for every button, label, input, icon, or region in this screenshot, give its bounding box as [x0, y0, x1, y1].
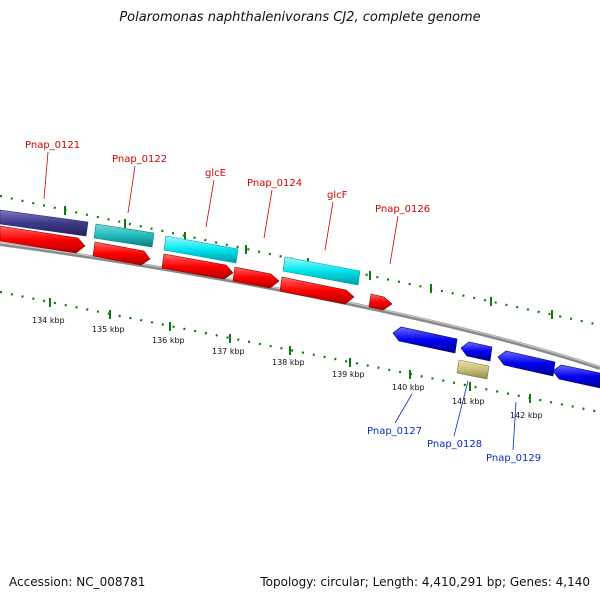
- gene-pnap0122[interactable]: [93, 223, 155, 248]
- cds-arrow-pnap0121[interactable]: [0, 225, 86, 254]
- kbp-label-142: 142 kbp: [510, 411, 543, 420]
- cds-arrow-pnap0122[interactable]: [92, 241, 151, 266]
- map-title: Polaromonas naphthalenivorans CJ2, compl…: [119, 10, 481, 25]
- label-pnap0121[interactable]: Pnap_0121: [25, 140, 80, 151]
- label-pnap0122[interactable]: Pnap_0122: [112, 154, 167, 165]
- gene-glcF[interactable]: [282, 256, 361, 286]
- leader-pnap0129: [512, 401, 517, 451]
- leader-pnap0127: [394, 393, 413, 424]
- kbp-label-140: 140 kbp: [392, 383, 425, 392]
- kbp-label-141: 141 kbp: [452, 397, 485, 406]
- leader-pnap0128: [453, 380, 469, 437]
- label-pnap0126[interactable]: Pnap_0126: [375, 204, 430, 215]
- kbp-label-134: 134 kbp: [32, 316, 65, 325]
- kbp-label-139: 139 kbp: [332, 370, 365, 379]
- cds-arrow-pnap0124[interactable]: [232, 266, 280, 289]
- leader-pnap0122: [127, 165, 136, 214]
- leader-glcE: [205, 179, 215, 228]
- lower-kbp-ruler: 134 kbp 135 kbp 136 kbp 137 kbp 138 kbp …: [0, 290, 600, 420]
- cds-arrow-pnap0126[interactable]: [368, 293, 393, 311]
- cds-arrow-pnap0129[interactable]: [497, 350, 556, 377]
- kbp-label-135: 135 kbp: [92, 325, 125, 334]
- reverse-gene-labels: Pnap_0127 Pnap_0128 Pnap_0129: [367, 380, 541, 464]
- kbp-label-136: 136 kbp: [152, 336, 185, 345]
- label-pnap0128[interactable]: Pnap_0128: [427, 439, 482, 450]
- cds-reverse-row: [392, 326, 600, 389]
- label-glcE[interactable]: glcE: [205, 168, 226, 179]
- label-pnap0129[interactable]: Pnap_0129: [486, 453, 541, 464]
- leader-pnap0124: [263, 189, 273, 239]
- cds-arrow-pnap0128[interactable]: [460, 341, 493, 362]
- label-pnap0127[interactable]: Pnap_0127: [367, 426, 422, 437]
- cds-arrow-next[interactable]: [552, 364, 600, 389]
- kbp-label-137: 137 kbp: [212, 347, 245, 356]
- gene-glcE[interactable]: [163, 235, 239, 264]
- label-glcF[interactable]: glcF: [327, 190, 348, 201]
- cds-forward-row: [0, 225, 393, 311]
- leader-glcF: [324, 201, 334, 251]
- leader-pnap0121: [43, 151, 49, 200]
- gene-pnap0128-feature[interactable]: [456, 359, 490, 380]
- topology-text: Topology: circular; Length: 4,410,291 bp…: [260, 575, 590, 589]
- cds-arrow-glcE[interactable]: [161, 253, 234, 280]
- cds-arrow-pnap0127[interactable]: [392, 326, 458, 354]
- gene-pnap0121[interactable]: [0, 209, 89, 237]
- forward-gene-labels: Pnap_0121 Pnap_0122 glcE Pnap_0124 glcF …: [25, 140, 430, 265]
- cds-arrow-glcF[interactable]: [279, 276, 355, 305]
- kbp-label-138: 138 kbp: [272, 358, 305, 367]
- gene-features-upper: [0, 209, 361, 286]
- accession-text: Accession: NC_008781: [9, 575, 146, 589]
- leader-pnap0126: [389, 215, 399, 265]
- label-pnap0124[interactable]: Pnap_0124: [247, 178, 302, 189]
